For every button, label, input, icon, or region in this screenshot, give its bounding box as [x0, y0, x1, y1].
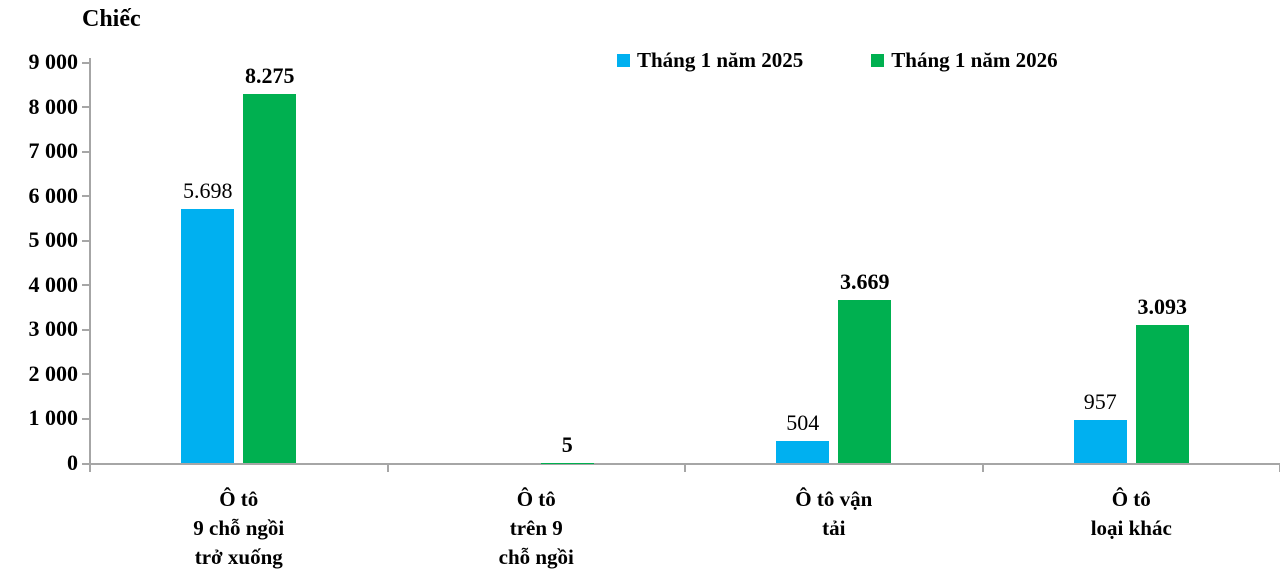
category-label: Ô tô vận tải — [795, 487, 873, 540]
value-label: 3.093 — [1137, 294, 1188, 320]
y-axis-line — [89, 58, 91, 463]
legend-label-2026: Tháng 1 năm 2026 — [891, 48, 1058, 72]
y-tick-mark — [82, 328, 90, 331]
category-label: Ô tô trên 9 chỗ ngồi — [498, 487, 574, 569]
value-label: 504 — [786, 409, 820, 435]
y-tick-mark — [82, 373, 90, 376]
y-tick-mark — [82, 462, 90, 465]
y-tick-label: 3 000 — [28, 316, 79, 342]
bar-2026 — [1135, 325, 1189, 463]
value-label: 957 — [1083, 389, 1117, 415]
bar-2025 — [181, 209, 235, 463]
y-tick-label: 9 000 — [28, 49, 79, 74]
value-label: 3.669 — [840, 268, 890, 294]
bar-2025 — [776, 440, 830, 463]
bar-2025 — [1073, 420, 1127, 463]
y-tick-mark — [82, 195, 90, 198]
y-tick-label: 5 000 — [28, 227, 79, 253]
value-label: 5 — [561, 431, 573, 457]
legend: Tháng 1 năm 2025 Tháng 1 năm 2026 — [617, 47, 1058, 73]
y-tick-mark — [82, 106, 90, 109]
legend-swatch-2026 — [871, 54, 885, 67]
bar-2026 — [243, 94, 297, 463]
bar-2026 — [838, 299, 892, 463]
legend-swatch-2025 — [617, 54, 630, 67]
y-tick-mark — [82, 61, 90, 64]
legend-item-2026: Tháng 1 năm 2026 — [871, 47, 1058, 73]
category-label: Ô tô 9 chỗ ngồi trở xuống — [193, 487, 285, 569]
x-tick-mark — [684, 463, 686, 472]
value-label: 8.275 — [245, 63, 295, 89]
y-axis-unit-label: Chiếc — [82, 6, 141, 32]
value-label: 5.698 — [183, 178, 233, 204]
y-tick-label: 4 000 — [28, 271, 79, 297]
y-tick-label: 8 000 — [28, 93, 79, 119]
y-tick-mark — [82, 417, 90, 420]
x-tick-mark — [386, 463, 389, 472]
y-tick-label: 1 000 — [28, 405, 79, 431]
legend-label-2025: Tháng 1 năm 2025 — [637, 48, 804, 72]
legend-item-2025: Tháng 1 năm 2025 — [617, 47, 803, 73]
y-tick-mark — [82, 284, 90, 287]
y-tick-label: 6 000 — [28, 182, 79, 208]
x-tick-mark — [981, 463, 984, 472]
y-tick-label: 7 000 — [28, 138, 79, 164]
category-label: Ô tô loại khác — [1090, 487, 1172, 540]
y-tick-label: 0 — [67, 450, 78, 475]
x-tick-mark — [89, 463, 91, 472]
y-tick-mark — [82, 239, 90, 242]
y-tick-label: 2 000 — [28, 360, 79, 386]
y-tick-mark — [82, 150, 90, 153]
